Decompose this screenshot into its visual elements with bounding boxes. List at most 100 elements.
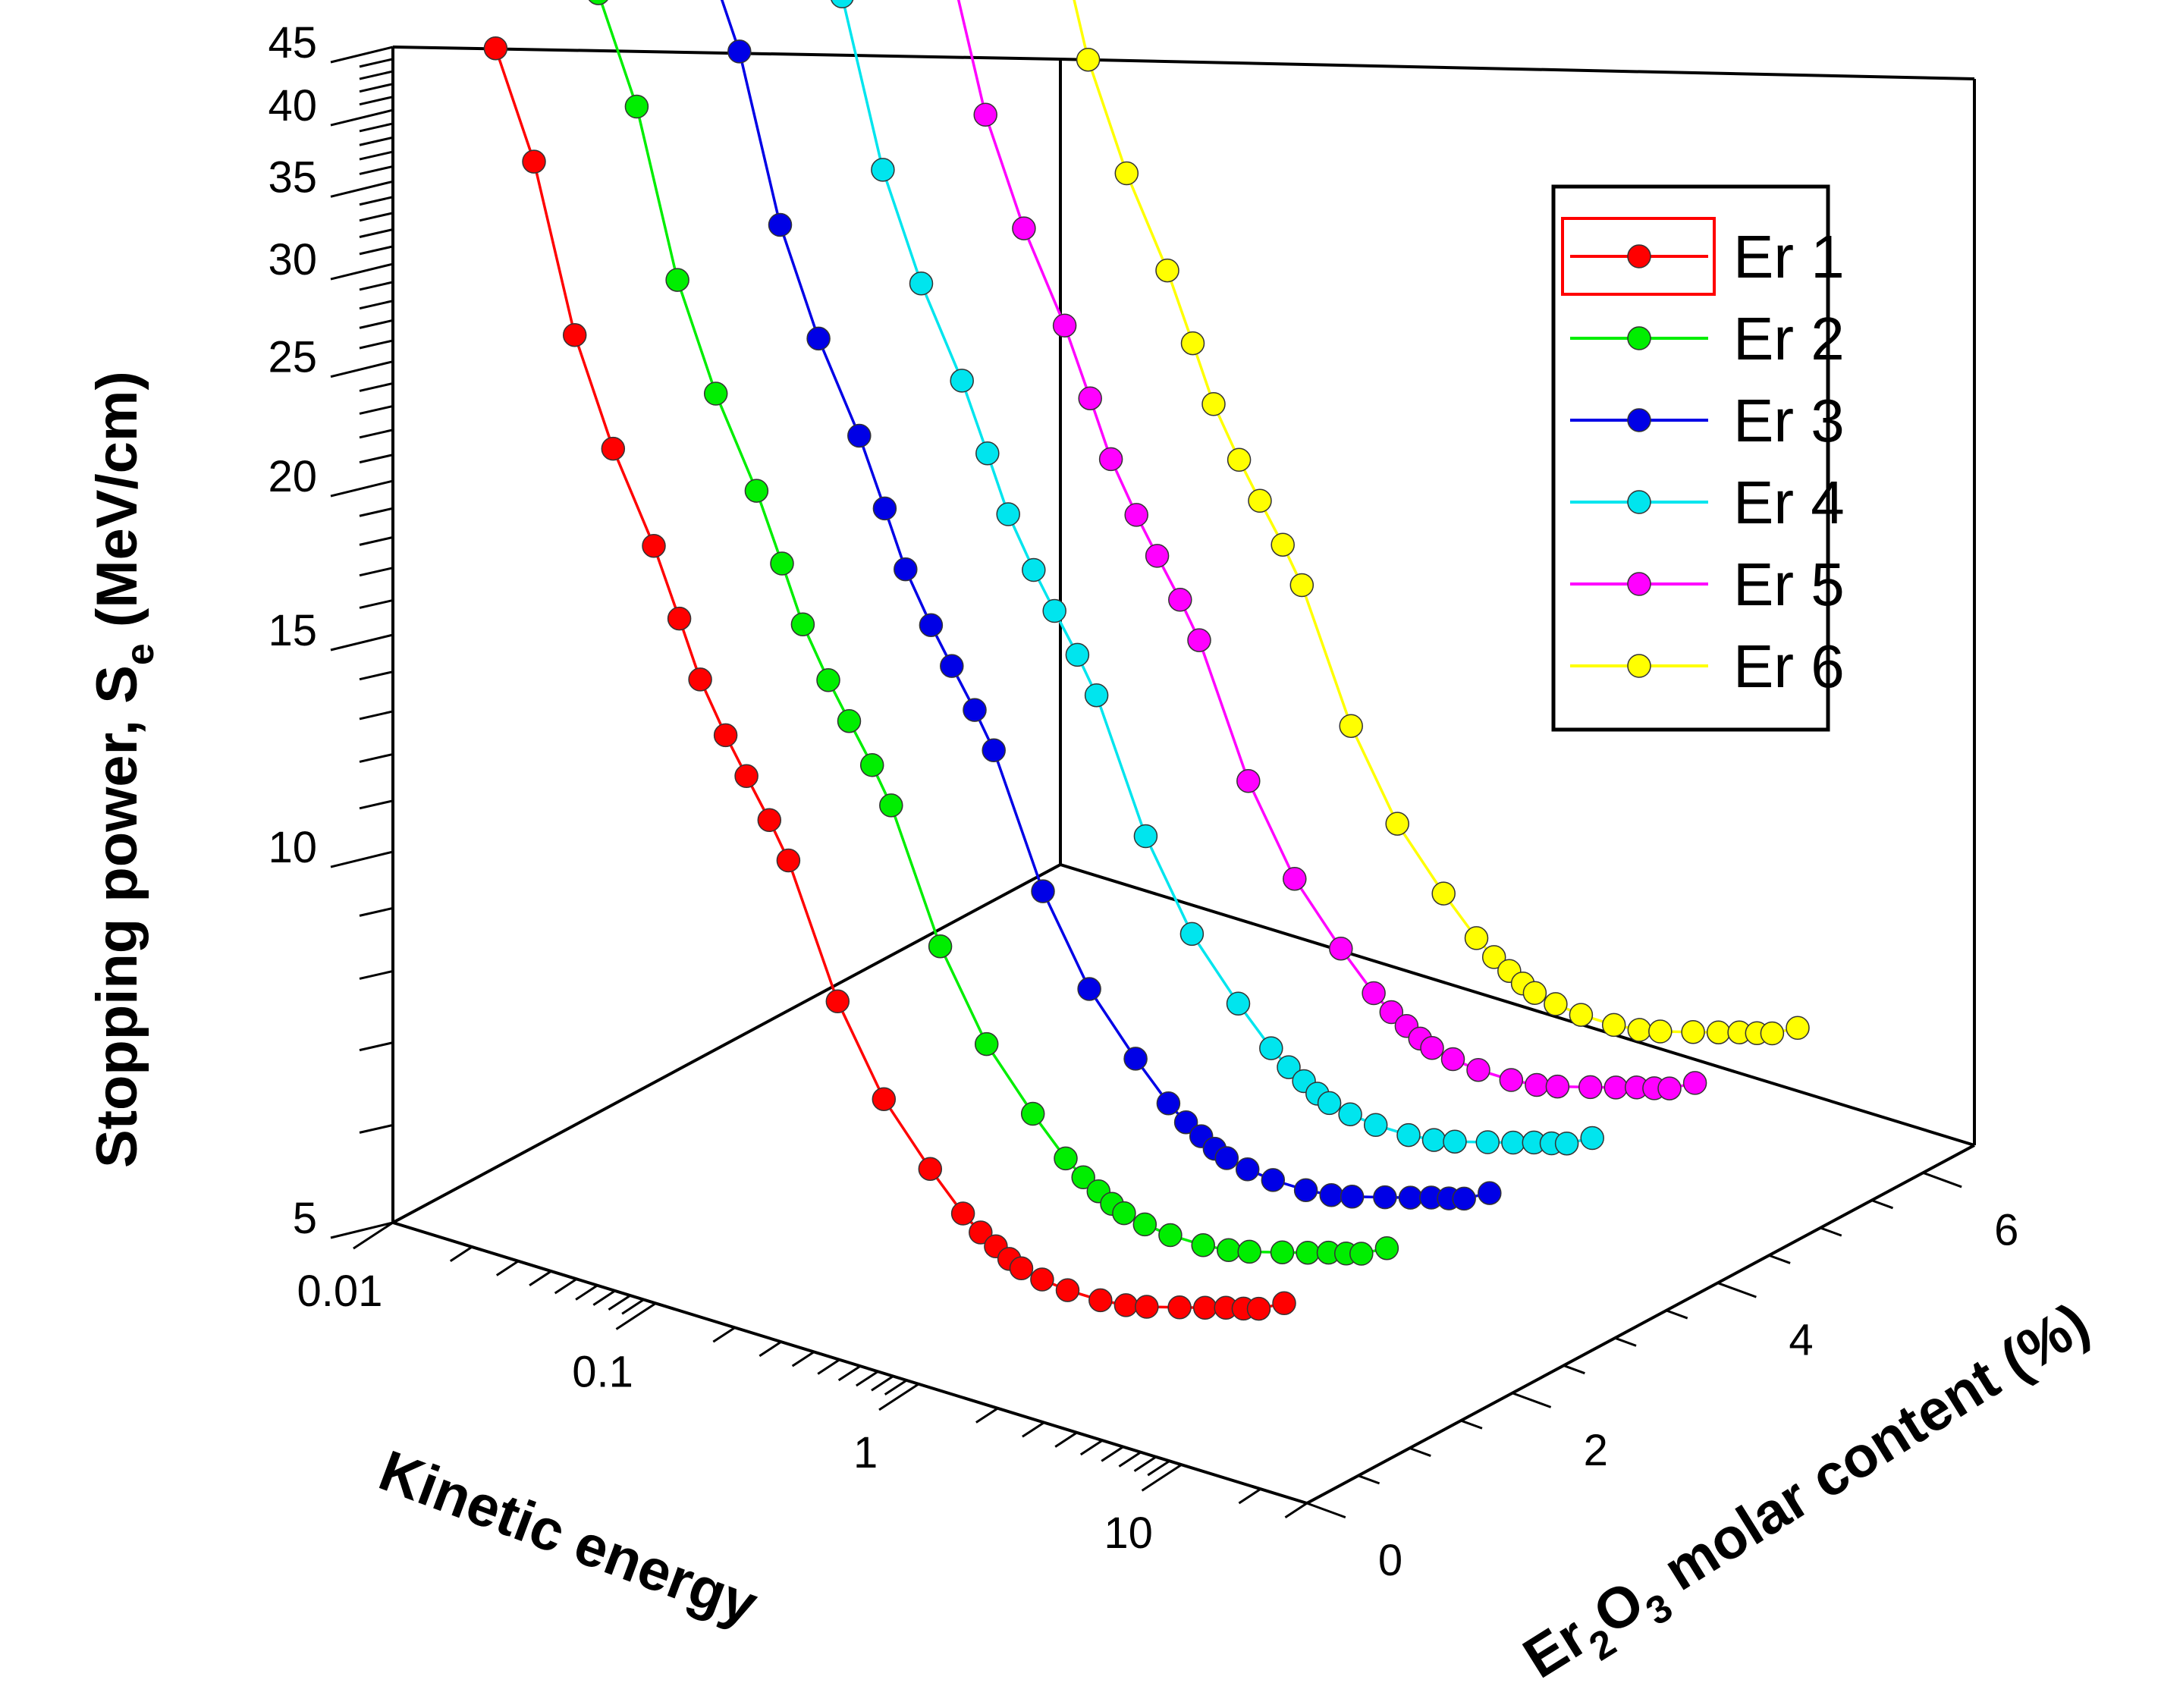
y-tick (359, 906, 394, 917)
x-tick (1284, 1502, 1308, 1518)
data-point (757, 808, 782, 833)
x-tick-label: 1 (853, 1428, 878, 1477)
data-point (918, 1157, 943, 1181)
data-point (1431, 881, 1456, 906)
data-point (1478, 1181, 1502, 1205)
data-point (1363, 1113, 1388, 1138)
z-tick (1666, 1309, 1688, 1320)
series-line (720, 0, 1490, 1201)
x-tick-label: 10 (1104, 1509, 1153, 1558)
data-point (1052, 313, 1077, 338)
legend-entry: Er 5 (1570, 551, 1845, 618)
z-tick-label: 4 (1789, 1316, 1813, 1365)
y-tick-label: 15 (268, 606, 317, 655)
z-tick (1409, 1446, 1431, 1457)
data-point (1236, 769, 1261, 793)
data-point (940, 654, 964, 678)
x-tick (975, 1407, 999, 1424)
data-point (1317, 1091, 1342, 1116)
legend-marker (1627, 408, 1651, 432)
x-tick (575, 1284, 598, 1301)
x-tick (554, 1278, 578, 1295)
data-point (1042, 598, 1066, 623)
data-point (1261, 1168, 1286, 1192)
z-tick (1614, 1336, 1637, 1347)
data-point (1786, 1016, 1810, 1041)
x-tick (712, 1327, 736, 1343)
x-tick (529, 1270, 552, 1287)
legend-entry: Er 1 (1561, 217, 1845, 296)
z-tick (1563, 1364, 1585, 1375)
data-point (1020, 1101, 1045, 1126)
data-point (1168, 588, 1192, 612)
y-tick-label: 10 (268, 823, 317, 872)
y-tick (359, 1123, 394, 1134)
data-point (770, 551, 794, 576)
data-point (1133, 824, 1158, 849)
series-er-6 (1073, 0, 1810, 1046)
data-point (1339, 714, 1363, 738)
x-tick (615, 1302, 657, 1330)
data-point (1113, 1293, 1139, 1317)
data-point (1374, 1235, 1399, 1261)
series-line (598, 0, 1387, 1255)
x-tick (1054, 1431, 1078, 1448)
data-point (975, 441, 1000, 466)
z-tick (1820, 1226, 1842, 1237)
z-tick (1460, 1419, 1483, 1430)
data-point (974, 1031, 999, 1057)
data-point (1055, 1278, 1080, 1302)
x-tick (791, 1351, 815, 1367)
y-tick (330, 479, 394, 498)
back-top-right-edge (1060, 58, 1975, 80)
y-tick (359, 281, 394, 291)
data-point (1501, 1130, 1525, 1155)
y-tick (359, 150, 394, 161)
data-point (872, 496, 897, 521)
legend-entry: Er 6 (1570, 633, 1845, 700)
series-line (494, 48, 1285, 1311)
data-point (825, 989, 850, 1014)
data-point (1466, 1057, 1490, 1082)
data-point (1682, 1071, 1707, 1095)
y-tick-label: 45 (268, 18, 317, 68)
z-tick (1512, 1392, 1552, 1408)
series-er-2 (588, 0, 1399, 1266)
legend-box (1551, 184, 1830, 732)
data-point (1248, 488, 1272, 513)
data-point (1373, 1185, 1397, 1210)
data-point (1235, 1157, 1260, 1182)
legend-marker (1627, 490, 1651, 514)
data-point (806, 326, 831, 351)
data-point (1385, 812, 1409, 836)
data-point (1464, 926, 1489, 950)
data-point (1396, 1122, 1421, 1148)
data-point (973, 102, 997, 127)
data-point (1179, 922, 1205, 947)
series-er-1 (483, 36, 1296, 1321)
data-point (982, 738, 1006, 763)
legend-highlight-box (1561, 217, 1716, 296)
data-point (1440, 1047, 1465, 1072)
x-tick (871, 1375, 894, 1392)
data-point (837, 708, 862, 733)
data-point (996, 502, 1020, 526)
data-point (871, 158, 895, 182)
x-tick (1079, 1439, 1104, 1456)
data-point (1031, 879, 1055, 903)
data-point (1362, 981, 1386, 1006)
y-tick (330, 262, 394, 281)
data-point (776, 848, 801, 873)
legend-label: Er 3 (1733, 387, 1845, 454)
data-point (688, 667, 712, 692)
z-tick (1768, 1254, 1791, 1264)
data-point (919, 613, 944, 637)
y-tick (359, 535, 394, 546)
data-point (1554, 1131, 1579, 1156)
y-tick (330, 850, 394, 868)
data-point (703, 381, 728, 406)
data-point (522, 149, 546, 174)
data-point (1296, 1240, 1320, 1265)
y-tick (330, 46, 394, 64)
data-point (713, 723, 738, 748)
